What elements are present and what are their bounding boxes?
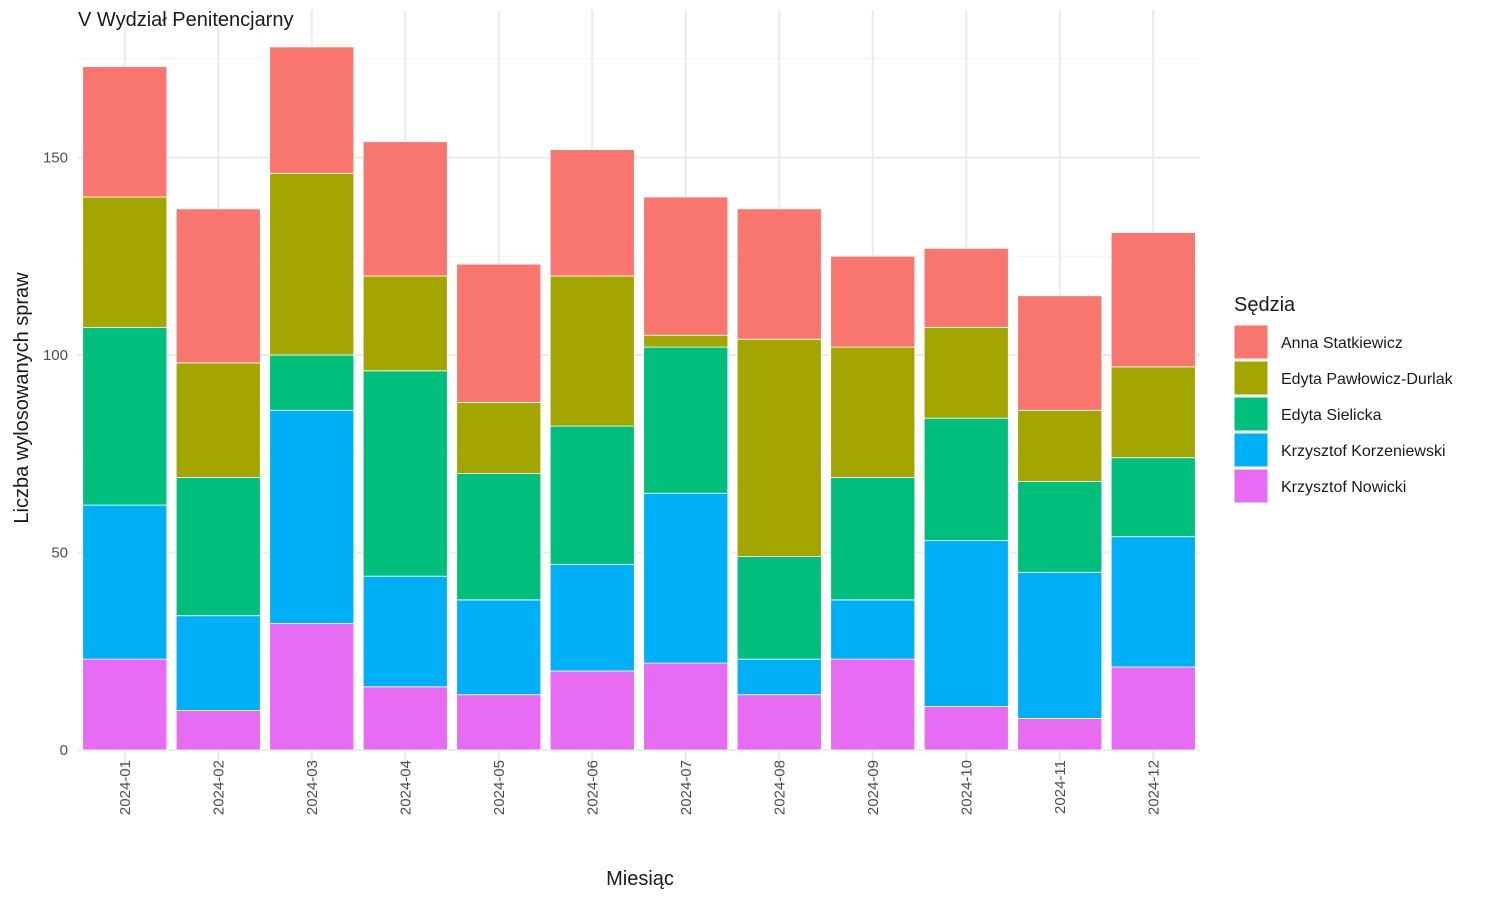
- bar-segment: [549, 275, 635, 427]
- x-axis-ticks: 2024-01 2024-02 2024-03 2024-04 2024-05 2024-…: [117, 760, 1163, 815]
- bar-segment: [923, 417, 1009, 542]
- bar-segment: [1017, 718, 1103, 751]
- bar-segment: [736, 658, 822, 696]
- bar-segment: [362, 370, 448, 577]
- x-tick-label: 2024-12: [1145, 760, 1162, 815]
- bar-segment: [549, 670, 635, 751]
- bar-segment: [549, 149, 635, 277]
- bar-segment: [643, 346, 729, 494]
- x-tick-label: 2024-03: [304, 760, 321, 815]
- bar-segment: [643, 334, 729, 348]
- bar-segment: [456, 263, 542, 403]
- bar-segment: [1110, 232, 1196, 368]
- bar-segment: [175, 362, 261, 478]
- legend-swatch: [1233, 360, 1269, 396]
- bar-segment: [830, 346, 916, 478]
- legend-swatch: [1233, 432, 1269, 468]
- bar-segment: [456, 694, 542, 751]
- bar-segment: [175, 615, 261, 711]
- bar-segment: [1110, 366, 1196, 459]
- y-axis-title: Liczba wylosowanych spraw: [11, 272, 33, 524]
- bar-segment: [175, 208, 261, 364]
- x-tick-label: 2024-10: [958, 760, 975, 815]
- bar-segment: [923, 326, 1009, 419]
- bar-segment: [456, 599, 542, 696]
- legend-label: Krzysztof Korzeniewski: [1281, 443, 1446, 460]
- bar-segment: [269, 172, 355, 356]
- legend-swatch: [1233, 396, 1269, 432]
- bar-segment: [923, 247, 1009, 328]
- bar-segment: [1017, 409, 1103, 482]
- bar-segment: [830, 255, 916, 348]
- bar-segment: [736, 338, 822, 557]
- bar-segment: [1017, 480, 1103, 573]
- bar-segment: [82, 504, 168, 660]
- bar-segment: [362, 141, 448, 277]
- bar-segment: [736, 208, 822, 340]
- bar-segment: [736, 694, 822, 751]
- x-tick-label: 2024-02: [210, 760, 227, 815]
- legend-swatch: [1233, 324, 1269, 360]
- bar-segment: [269, 623, 355, 751]
- legend-label: Anna Statkiewicz: [1281, 335, 1403, 352]
- x-tick-label: 2024-05: [491, 760, 508, 815]
- legend-label: Edyta Sielicka: [1281, 407, 1382, 424]
- x-tick-label: 2024-04: [397, 760, 414, 815]
- bar-segment: [830, 477, 916, 601]
- bar-segment: [830, 658, 916, 751]
- bar-segment: [82, 196, 168, 328]
- bar-segment: [549, 563, 635, 672]
- bars: [82, 46, 1196, 751]
- bar-segment: [362, 275, 448, 372]
- legend-title: Sędzia: [1234, 294, 1296, 316]
- legend-label: Edyta Pawłowicz-Durlak: [1281, 371, 1454, 388]
- bar-segment: [175, 477, 261, 617]
- y-axis-ticks: 0 50 100 150: [43, 150, 68, 760]
- bar-segment: [830, 599, 916, 660]
- y-tick-label: 0: [60, 742, 68, 759]
- legend-swatch: [1233, 468, 1269, 504]
- legend: Sędzia Anna Statkiewicz Edyta Pawłowicz-D…: [1233, 294, 1454, 504]
- chart-title: V Wydział Penitencjarny: [78, 9, 293, 31]
- bar-segment: [736, 556, 822, 660]
- bar-segment: [269, 354, 355, 411]
- bar-segment: [269, 46, 355, 174]
- legend-label: Krzysztof Nowicki: [1281, 479, 1406, 496]
- y-tick-label: 150: [43, 150, 68, 167]
- bar-segment: [1110, 457, 1196, 538]
- bar-segment: [549, 425, 635, 565]
- bar-segment: [1017, 571, 1103, 719]
- x-tick-label: 2024-06: [584, 760, 601, 815]
- x-tick-label: 2024-08: [771, 760, 788, 815]
- bar-segment: [643, 492, 729, 664]
- bar-segment: [643, 662, 729, 751]
- x-tick-label: 2024-11: [1052, 760, 1069, 814]
- bar-segment: [362, 686, 448, 751]
- bar-segment: [82, 66, 168, 198]
- bar-segment: [362, 575, 448, 688]
- bar-segment: [456, 473, 542, 601]
- y-tick-label: 100: [43, 347, 68, 364]
- bar-segment: [82, 658, 168, 751]
- bar-segment: [923, 540, 1009, 707]
- bar-segment: [1110, 666, 1196, 751]
- x-tick-label: 2024-09: [865, 760, 882, 815]
- x-tick-label: 2024-07: [678, 760, 695, 815]
- bar-segment: [643, 196, 729, 336]
- bar-segment: [269, 409, 355, 624]
- bar-segment: [82, 326, 168, 506]
- bar-segment: [1110, 536, 1196, 668]
- bar-segment: [1017, 295, 1103, 411]
- x-axis-title: Miesiąc: [606, 868, 674, 890]
- bar-segment: [923, 706, 1009, 751]
- y-tick-label: 50: [51, 545, 68, 562]
- bar-segment: [175, 710, 261, 751]
- x-tick-label: 2024-01: [117, 760, 134, 815]
- bar-segment: [456, 401, 542, 474]
